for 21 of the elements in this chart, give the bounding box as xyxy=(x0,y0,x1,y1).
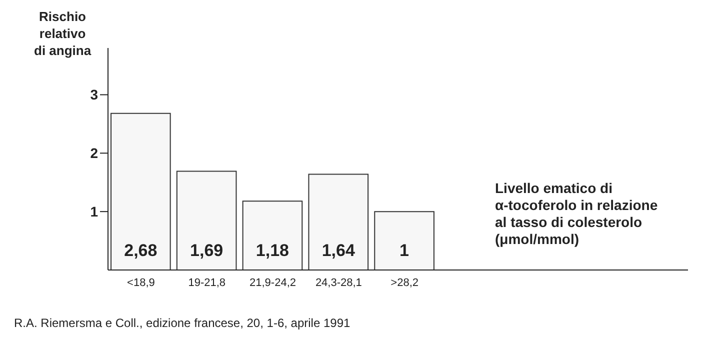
bar xyxy=(374,211,434,270)
x-tick-label: >28,2 xyxy=(390,276,419,289)
data-label: 1,64 xyxy=(322,241,356,260)
y-tick-label: 2 xyxy=(90,145,98,162)
text: R.A. Riemersma e Coll., edizione francese, 20, 1-6, aprile 1991 xyxy=(14,316,350,330)
y-tick-label: 3 xyxy=(90,86,98,103)
bar xyxy=(110,112,171,270)
y-tick-label: 1 xyxy=(90,204,98,220)
x-tick-label: 24,3-28,1 xyxy=(315,276,362,289)
x-tick-label: <18,9 xyxy=(127,276,155,289)
data-label: 1,69 xyxy=(190,241,224,260)
y-axis-title: Rischio relativo di angina xyxy=(34,8,92,59)
data-label: 1 xyxy=(400,241,410,260)
x-tick-label: 19-21,8 xyxy=(188,276,226,289)
bar xyxy=(176,170,237,270)
data-label: 1,18 xyxy=(256,241,290,260)
bar xyxy=(308,174,369,270)
x-axis-title: Livello ematico di α-tocoferolo in relazione al tasso di colesterolo (μmol/mmol) xyxy=(495,180,658,248)
bar xyxy=(242,200,303,270)
x-tick-label: 21,9-24,2 xyxy=(250,276,296,289)
data-label: 2,68 xyxy=(124,241,158,260)
